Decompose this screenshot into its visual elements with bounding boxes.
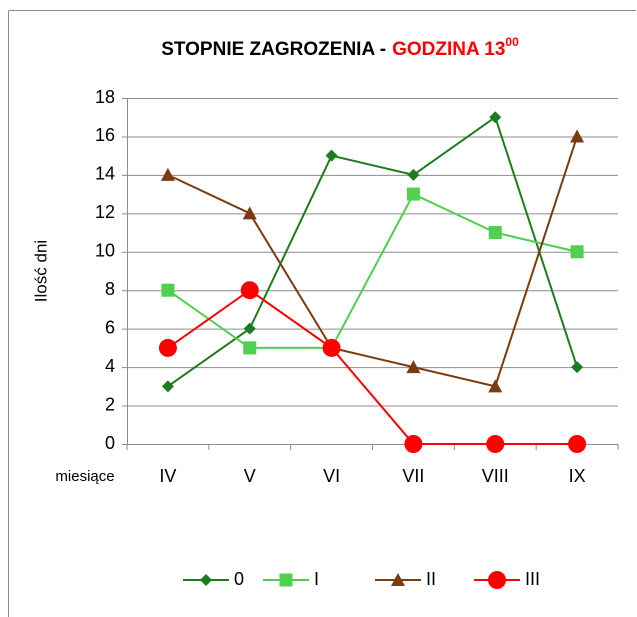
legend-marker xyxy=(488,571,506,589)
data-point xyxy=(242,206,257,220)
data-point xyxy=(571,361,584,374)
series-line xyxy=(167,136,579,388)
title-highlight: GODZINA 13 xyxy=(392,39,505,60)
data-point xyxy=(161,283,175,297)
y-tick-label: 18 xyxy=(95,87,115,107)
data-point xyxy=(488,379,503,393)
data-point xyxy=(406,187,420,201)
title-main: STOPNIE ZAGROZENIA - xyxy=(161,39,386,60)
x-tick-label: IV xyxy=(159,466,176,486)
legend-marker xyxy=(391,573,405,586)
legend-label: II xyxy=(426,569,436,589)
legend-marker xyxy=(279,573,293,587)
y-tick-label: 0 xyxy=(105,433,115,453)
x-tick-label: VI xyxy=(323,466,340,486)
data-point xyxy=(161,380,174,393)
x-tick-label: IX xyxy=(569,466,586,486)
x-tick-label: V xyxy=(244,466,256,486)
data-point xyxy=(407,168,420,181)
y-tick-label: 14 xyxy=(95,164,115,184)
series-line xyxy=(167,288,578,445)
data-point xyxy=(570,129,585,143)
data-point xyxy=(322,338,341,357)
y-tick-label: 2 xyxy=(105,394,115,414)
data-point xyxy=(240,281,259,300)
y-tick-label: 6 xyxy=(105,317,115,337)
chart-title: STOPNIE ZAGROZENIA - GODZINA 1300 xyxy=(161,35,519,60)
data-point xyxy=(406,360,421,374)
data-point xyxy=(486,435,505,453)
y-tick-label: 8 xyxy=(105,279,115,299)
data-point xyxy=(568,435,587,453)
legend-marker xyxy=(200,574,212,586)
series-line xyxy=(167,192,578,349)
data-point xyxy=(489,111,502,124)
data-point xyxy=(325,149,338,162)
data-point xyxy=(243,341,257,355)
data-point xyxy=(158,338,177,357)
y-axis-label: Ilość dni xyxy=(31,240,50,302)
x-tick-label: VII xyxy=(402,466,424,486)
legend-label: 0 xyxy=(234,569,244,589)
data-point xyxy=(160,167,175,181)
y-tick-label: 16 xyxy=(95,125,115,145)
y-tick-label: 12 xyxy=(95,202,115,222)
y-tick-label: 10 xyxy=(95,241,115,261)
x-tick-label: VIII xyxy=(482,466,509,486)
legend-label: III xyxy=(525,569,540,589)
data-point xyxy=(488,226,502,240)
data-point xyxy=(570,245,584,259)
legend-label: I xyxy=(314,569,319,589)
data-point xyxy=(404,435,423,453)
y-tick-label: 4 xyxy=(105,356,115,376)
data-point xyxy=(243,322,256,335)
title-superscript: 00 xyxy=(505,35,519,49)
x-axis-label: miesiące xyxy=(55,468,114,485)
